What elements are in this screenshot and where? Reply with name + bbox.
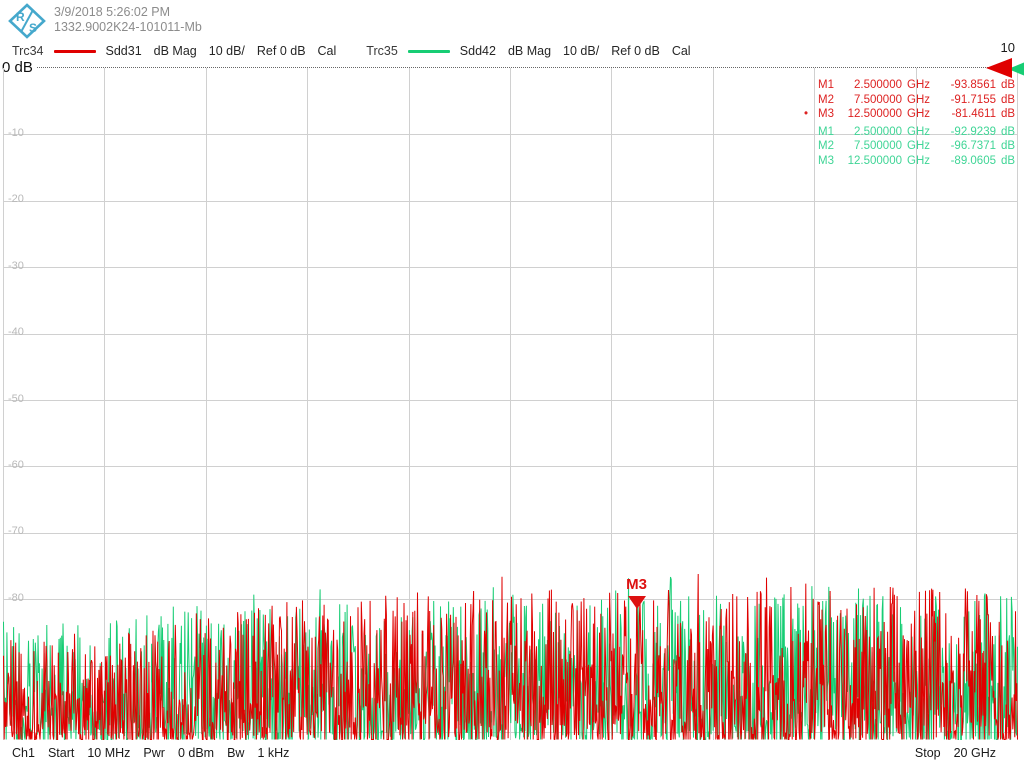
y-tick-label: -80 [8, 591, 24, 604]
rohde-schwarz-logo: R S [8, 3, 46, 39]
trace-cal-badge: Cal [317, 44, 337, 58]
marker-row-trc34-m3[interactable]: • M3 12.500000 GHz -81.4611 dB [798, 107, 1018, 122]
marker-name: M1 [818, 79, 834, 91]
svg-text:R: R [16, 10, 25, 24]
marker-frequency: 2.500000 [854, 125, 902, 138]
power-value[interactable]: 0 dBm [177, 746, 215, 760]
y-tick-label: -10 [8, 126, 24, 139]
stop-label: Stop [914, 746, 941, 760]
marker-level-unit: dB [1001, 108, 1016, 121]
marker-row-trc34-m2[interactable]: M2 7.500000 GHz -91.7155 dB [798, 93, 1018, 108]
marker-level: -92.9239 [950, 125, 996, 138]
svg-text:S: S [29, 21, 37, 35]
bandwidth-value[interactable]: 1 kHz [257, 746, 290, 760]
marker-m3-annotation[interactable]: M3 [622, 576, 652, 609]
trace-color-swatch [407, 49, 450, 53]
marker-level-unit: dB [1001, 125, 1016, 138]
marker-info-field[interactable]: M1 2.500000 GHz -93.8561 dB M2 7.500000 … [798, 78, 1018, 169]
start-label: Start [47, 746, 75, 760]
trace-name: Trc34 [12, 44, 44, 58]
trace-trc34[interactable] [3, 573, 1018, 740]
marker-frequency-unit: GHz [907, 108, 930, 121]
marker-level: -91.7155 [950, 93, 996, 106]
y-tick-label: -50 [8, 392, 24, 405]
header-texts: 3/9/2018 5:26:02 PM 1332.9002K24-101011-… [54, 3, 202, 35]
timestamp: 3/9/2018 5:26:02 PM [54, 5, 171, 19]
trace-parameter: Sdd31 [105, 44, 142, 58]
marker-frequency: 7.500000 [854, 93, 902, 106]
trace-format: dB Mag [507, 44, 552, 58]
stop-value[interactable]: 20 GHz [953, 746, 996, 760]
power-label: Pwr [143, 746, 165, 760]
plot-area[interactable]: -10 -20 -30 -40 -50 -60 -70 -80 M3 [3, 68, 1018, 740]
marker-m3-triangle-icon[interactable] [627, 595, 646, 609]
trace-ref: Ref 0 dB [611, 44, 660, 58]
marker-level: -89.0605 [950, 154, 996, 167]
channel-label[interactable]: Ch1 [12, 746, 35, 760]
marker-level-unit: dB [1001, 154, 1016, 167]
marker-m3-label: M3 [626, 575, 647, 593]
y-tick-label: -40 [8, 326, 24, 339]
marker-frequency-unit: GHz [907, 140, 930, 153]
marker-level: -81.4611 [951, 108, 996, 121]
marker-name: M2 [818, 93, 834, 106]
trace-cal-badge: Cal [671, 44, 691, 58]
trace-plot-svg [3, 68, 1018, 740]
start-value[interactable]: 10 MHz [87, 746, 131, 760]
marker-frequency: 12.500000 [847, 108, 902, 121]
reference-level-label: 0 dB [2, 59, 36, 76]
trace-scale: 10 dB/ [563, 44, 600, 58]
marker-frequency: 12.500000 [847, 154, 902, 167]
y-tick-label: -60 [8, 458, 24, 471]
trace-format: dB Mag [153, 44, 197, 58]
trace-color-swatch [53, 49, 96, 53]
marker-frequency-unit: GHz [907, 125, 930, 138]
marker-level: -93.8561 [950, 79, 996, 91]
marker-name: M3 [818, 154, 834, 167]
trace-trc35[interactable] [3, 576, 1018, 740]
marker-row-trc34-m1[interactable]: M1 2.500000 GHz -93.8561 dB [798, 78, 1018, 93]
marker-level: -96.7371 [950, 140, 996, 153]
diagram-number: 10 [1000, 40, 1015, 55]
trace-name: Trc35 [366, 44, 398, 58]
active-marker-bullet: • [803, 108, 808, 121]
marker-level-unit: dB [1001, 140, 1016, 153]
marker-frequency: 7.500000 [854, 140, 902, 153]
channel-stop: Stop 20 GHz [902, 746, 996, 760]
marker-frequency: 2.500000 [854, 79, 902, 91]
marker-row-trc35-m1[interactable]: M1 2.500000 GHz -92.9239 dB [798, 125, 1018, 140]
ref-level-arrow-green-icon[interactable] [1008, 60, 1024, 78]
y-tick-label: -30 [8, 259, 24, 272]
trace-ref: Ref 0 dB [256, 44, 306, 58]
marker-name: M1 [818, 125, 834, 138]
marker-level-unit: dB [1001, 79, 1016, 91]
marker-frequency-unit: GHz [907, 154, 930, 167]
trace-legend-trc34[interactable]: Trc34 Sdd31 dB Mag 10 dB/ Ref 0 dB Cal [12, 44, 336, 58]
marker-frequency-unit: GHz [907, 79, 930, 91]
marker-row-trc35-m3[interactable]: M3 12.500000 GHz -89.0605 dB [798, 154, 1018, 169]
y-tick-label: -70 [8, 525, 24, 538]
ref-level-arrow-red-icon[interactable] [986, 58, 1012, 78]
marker-level-unit: dB [1001, 93, 1016, 106]
bandwidth-label: Bw [227, 746, 245, 760]
trace-parameter: Sdd42 [459, 44, 496, 58]
trace-legend-bar: Trc34 Sdd31 dB Mag 10 dB/ Ref 0 dB Cal T… [12, 44, 691, 58]
trace-legend-trc35[interactable]: Trc35 Sdd42 dB Mag 10 dB/ Ref 0 dB Cal [366, 44, 690, 58]
marker-frequency-unit: GHz [907, 93, 930, 106]
reference-level-line[interactable] [30, 67, 1020, 68]
y-tick-label: -20 [8, 193, 24, 206]
trace-scale: 10 dB/ [208, 44, 245, 58]
marker-row-trc35-m2[interactable]: M2 7.500000 GHz -96.7371 dB [798, 139, 1018, 154]
header: R S 3/9/2018 5:26:02 PM 1332.9002K24-101… [8, 3, 202, 39]
channel-settings: Ch1 Start 10 MHz Pwr 0 dBm Bw 1 kHz [12, 746, 302, 760]
device-id: 1332.9002K24-101011-Mb [54, 20, 202, 34]
marker-name: M2 [818, 140, 834, 153]
marker-name: M3 [818, 108, 834, 121]
